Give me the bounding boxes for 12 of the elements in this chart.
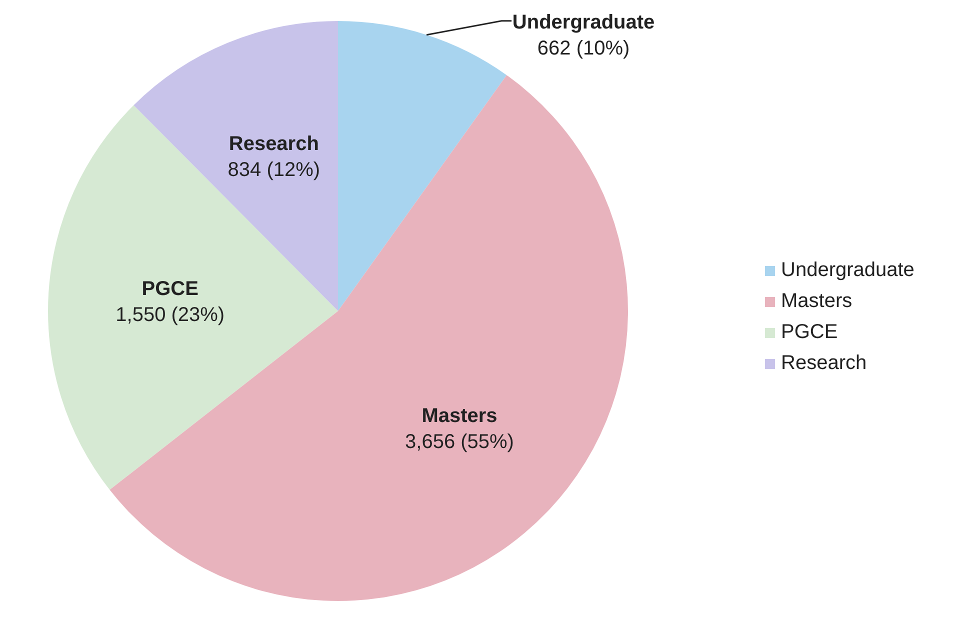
data-label: 1,550 (23%) — [116, 304, 225, 326]
data-label: 3,656 (55%) — [405, 430, 514, 453]
slice-label: Undergraduate — [512, 11, 655, 34]
data-label: 834 (12%) — [228, 159, 320, 182]
legend-label: Masters — [781, 290, 852, 313]
legend-label: Undergraduate — [781, 259, 914, 282]
legend-label: Research — [781, 352, 867, 375]
data-label: 662 (10%) — [537, 37, 630, 60]
slice-label: PGCE — [142, 278, 198, 300]
slice-label: Research — [228, 133, 319, 156]
slice-label: Masters — [422, 404, 498, 427]
legend-label: PGCE — [781, 321, 838, 344]
